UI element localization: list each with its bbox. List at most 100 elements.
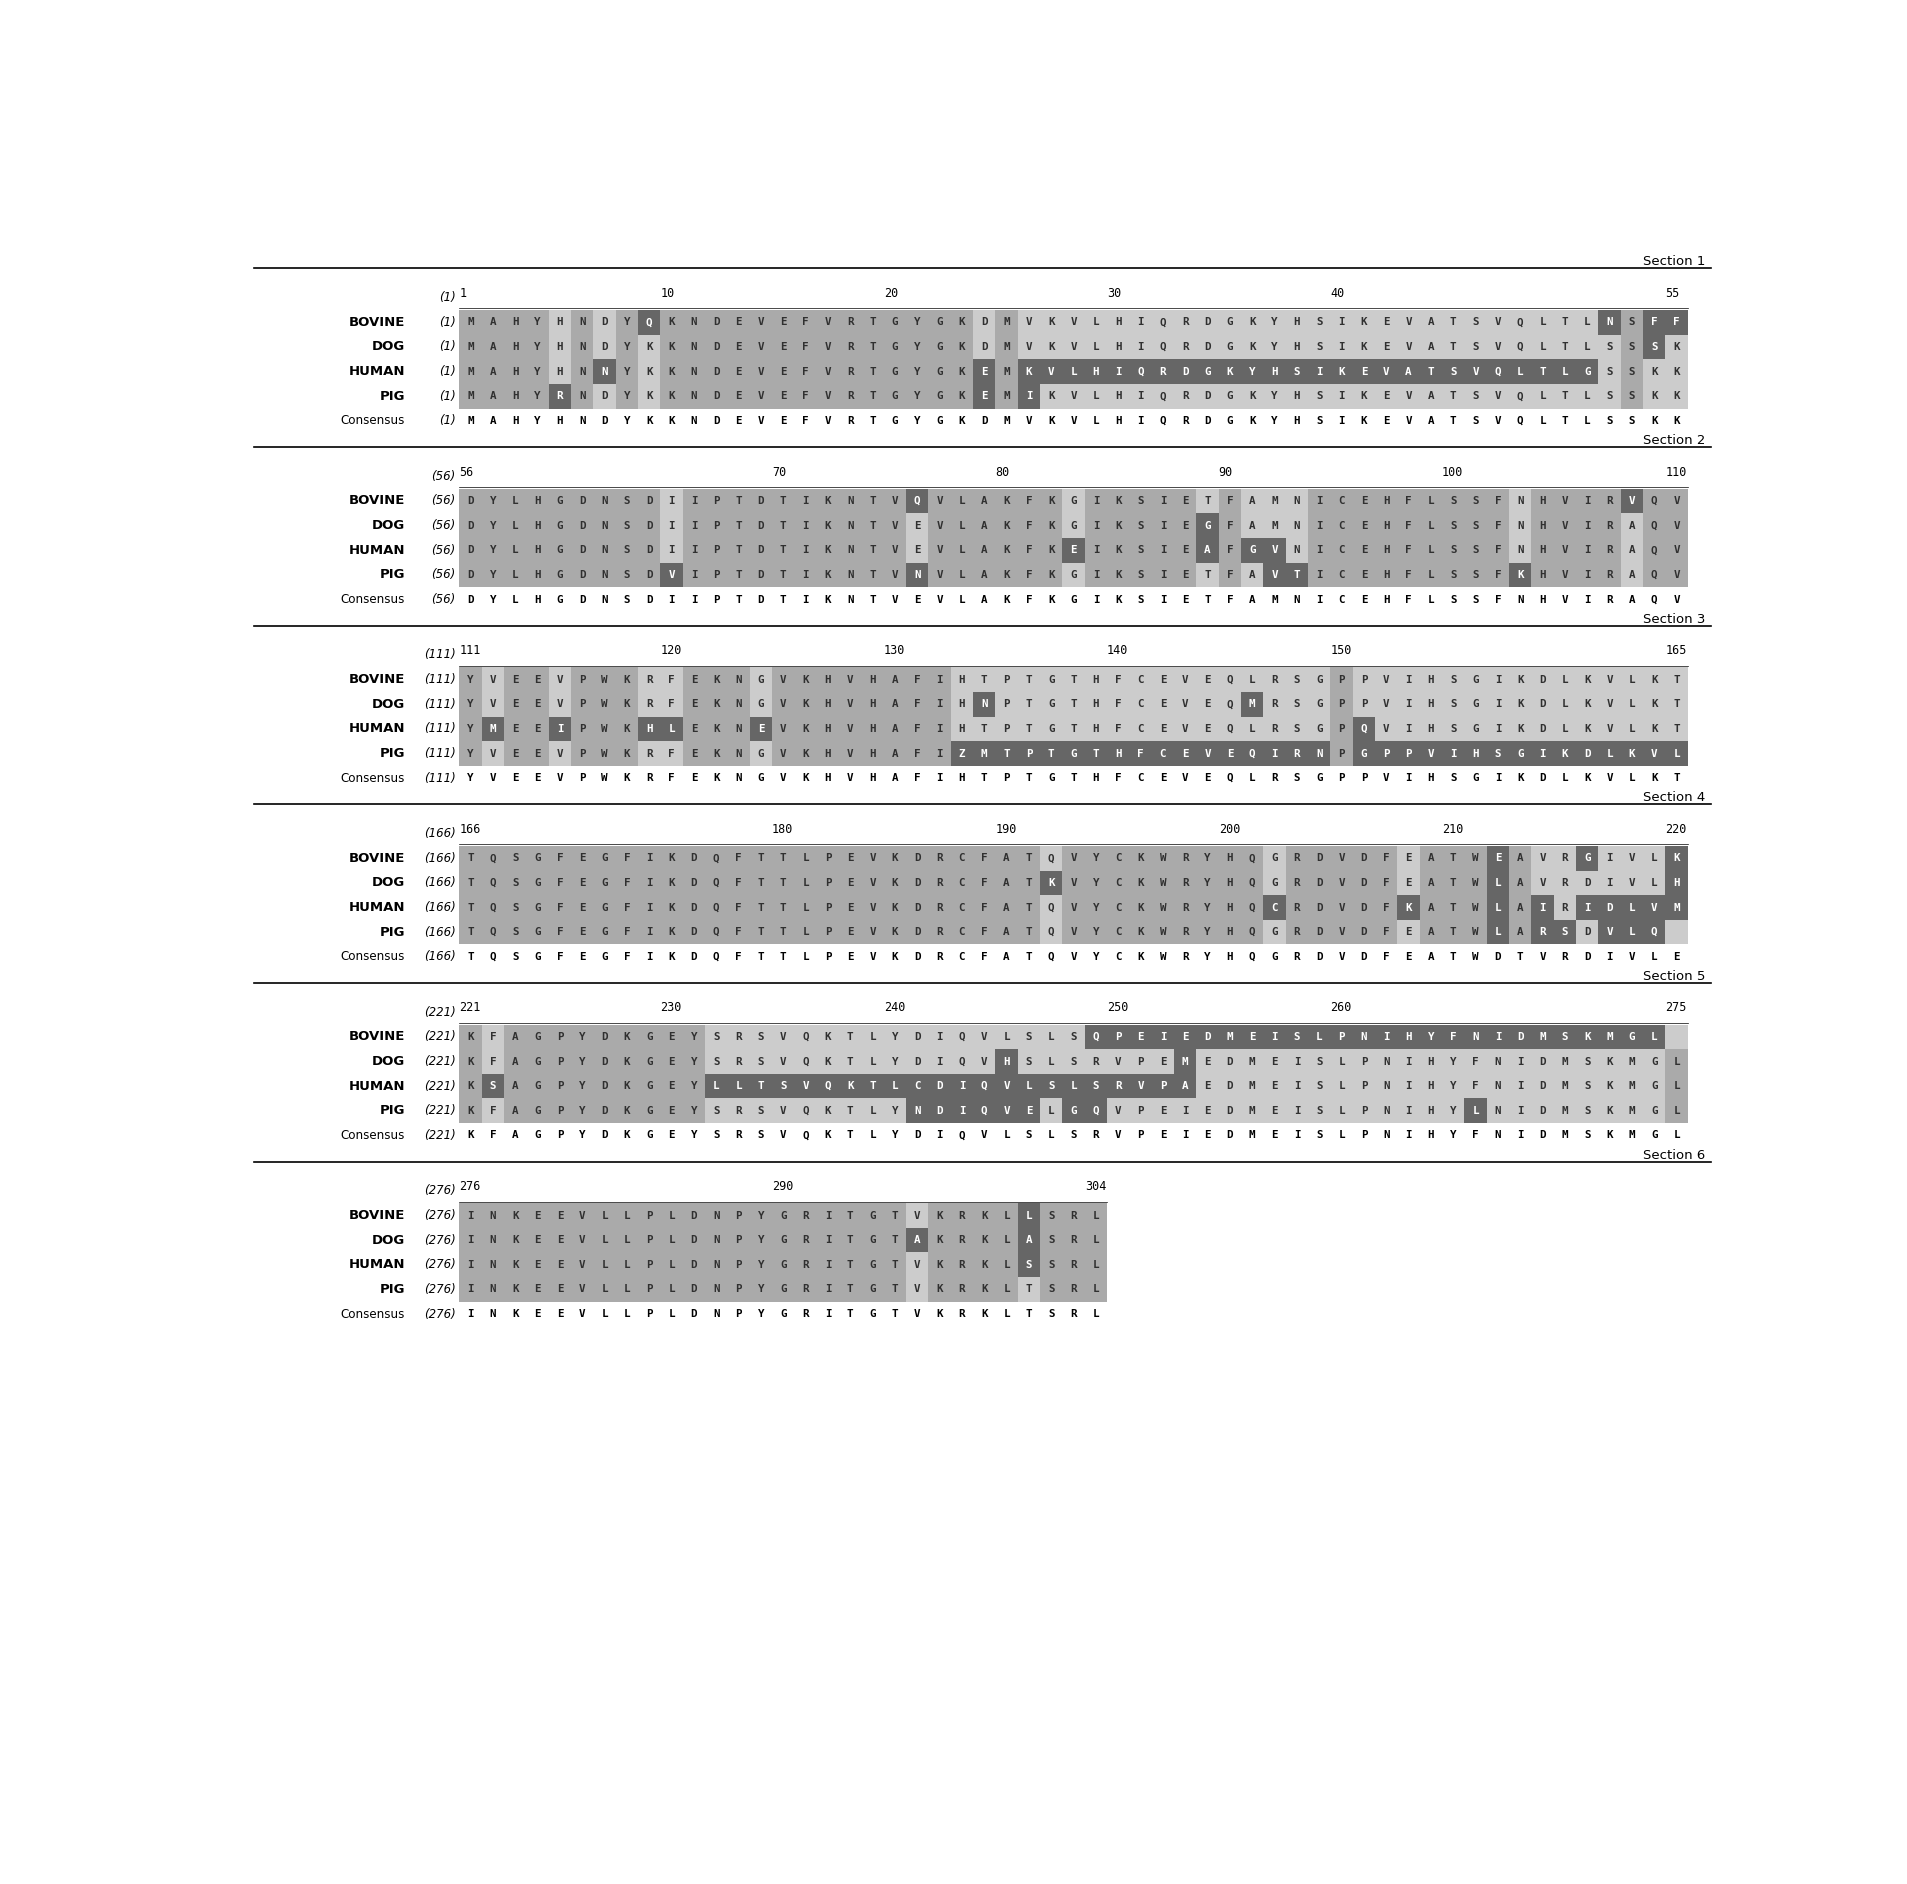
Text: P: P xyxy=(1360,1081,1367,1091)
Text: H: H xyxy=(957,674,965,684)
Text: V: V xyxy=(1560,544,1568,556)
Bar xyxy=(1240,539,1262,563)
Text: L: L xyxy=(1629,927,1634,936)
Bar xyxy=(906,667,929,691)
Text: Consensus: Consensus xyxy=(341,950,404,963)
Bar xyxy=(1262,335,1285,360)
Text: E: E xyxy=(1180,1032,1188,1042)
Text: I: I xyxy=(1606,951,1611,963)
Bar xyxy=(883,311,906,335)
Text: K: K xyxy=(1516,699,1522,708)
Text: M: M xyxy=(1629,1057,1634,1066)
Bar xyxy=(1619,691,1642,716)
Bar xyxy=(570,1228,593,1253)
Text: V: V xyxy=(490,772,496,784)
Bar xyxy=(995,1049,1016,1074)
Text: Q: Q xyxy=(490,878,496,887)
Text: H: H xyxy=(957,699,965,708)
Bar xyxy=(929,512,950,539)
Bar xyxy=(1375,716,1396,740)
Text: R: R xyxy=(957,1309,965,1319)
Text: V: V xyxy=(1405,317,1411,328)
Text: D: D xyxy=(1493,951,1501,963)
Text: S: S xyxy=(1047,1309,1055,1319)
Bar xyxy=(1219,488,1240,512)
Text: H: H xyxy=(1383,495,1388,507)
Bar xyxy=(526,335,549,360)
Text: (1): (1) xyxy=(439,390,456,403)
Text: E: E xyxy=(1070,544,1076,556)
Text: F: F xyxy=(624,853,629,863)
Text: H: H xyxy=(534,595,540,605)
Text: K: K xyxy=(1650,674,1657,684)
Bar xyxy=(1219,667,1240,691)
Text: C: C xyxy=(1337,569,1344,580)
Text: 100: 100 xyxy=(1442,465,1463,479)
Bar xyxy=(973,716,995,740)
Bar xyxy=(995,1074,1016,1098)
Text: Q: Q xyxy=(1650,495,1657,507)
Text: T: T xyxy=(757,853,763,863)
Bar xyxy=(460,360,481,384)
Text: E: E xyxy=(847,902,852,912)
Bar xyxy=(1531,1074,1552,1098)
Text: Q: Q xyxy=(980,1081,988,1091)
Bar xyxy=(1240,716,1262,740)
Text: N: N xyxy=(578,317,585,328)
Text: I: I xyxy=(1405,723,1411,735)
Text: T: T xyxy=(467,951,473,963)
Bar xyxy=(816,563,839,588)
Bar xyxy=(1085,1049,1106,1074)
Bar xyxy=(1039,740,1062,767)
Bar xyxy=(839,691,860,716)
Bar xyxy=(1106,870,1129,895)
Text: D: D xyxy=(467,595,473,605)
Text: (111): (111) xyxy=(423,772,456,784)
Bar xyxy=(772,1074,793,1098)
Bar xyxy=(1465,488,1486,512)
Bar xyxy=(593,335,616,360)
Bar xyxy=(772,1228,793,1253)
Bar xyxy=(1442,311,1465,335)
Text: F: F xyxy=(1226,569,1232,580)
Bar xyxy=(1575,488,1598,512)
Bar xyxy=(526,667,549,691)
Text: S: S xyxy=(1629,343,1634,352)
Text: PIG: PIG xyxy=(379,748,404,759)
Text: K: K xyxy=(1650,416,1657,426)
Text: K: K xyxy=(624,772,629,784)
Bar xyxy=(929,1204,950,1228)
Text: F: F xyxy=(1472,1130,1478,1140)
Bar xyxy=(1642,846,1665,870)
Text: T: T xyxy=(780,520,786,531)
Text: G: G xyxy=(1047,674,1055,684)
Bar xyxy=(637,919,660,944)
Text: H: H xyxy=(1426,1057,1434,1066)
Text: D: D xyxy=(1360,951,1367,963)
Text: Y: Y xyxy=(891,1032,898,1042)
Bar xyxy=(1016,384,1039,409)
Text: R: R xyxy=(1070,1211,1076,1221)
Text: Consensus: Consensus xyxy=(341,1307,404,1321)
Bar xyxy=(793,1277,816,1302)
Bar xyxy=(637,846,660,870)
Text: I: I xyxy=(1159,569,1165,580)
Text: K: K xyxy=(1114,544,1121,556)
Text: Y: Y xyxy=(891,1130,898,1140)
Text: K: K xyxy=(646,416,652,426)
Text: L: L xyxy=(1316,1032,1322,1042)
Text: N: N xyxy=(601,544,608,556)
Bar xyxy=(995,360,1016,384)
Bar xyxy=(816,539,839,563)
Bar xyxy=(860,1049,883,1074)
Text: K: K xyxy=(980,1309,988,1319)
Text: V: V xyxy=(1606,723,1611,735)
Text: T: T xyxy=(847,1236,852,1245)
Bar xyxy=(749,667,772,691)
Bar xyxy=(860,1098,883,1123)
Bar xyxy=(1262,311,1285,335)
Text: E: E xyxy=(1180,495,1188,507)
Text: R: R xyxy=(957,1211,965,1221)
Text: E: E xyxy=(511,699,519,708)
Bar xyxy=(839,1049,860,1074)
